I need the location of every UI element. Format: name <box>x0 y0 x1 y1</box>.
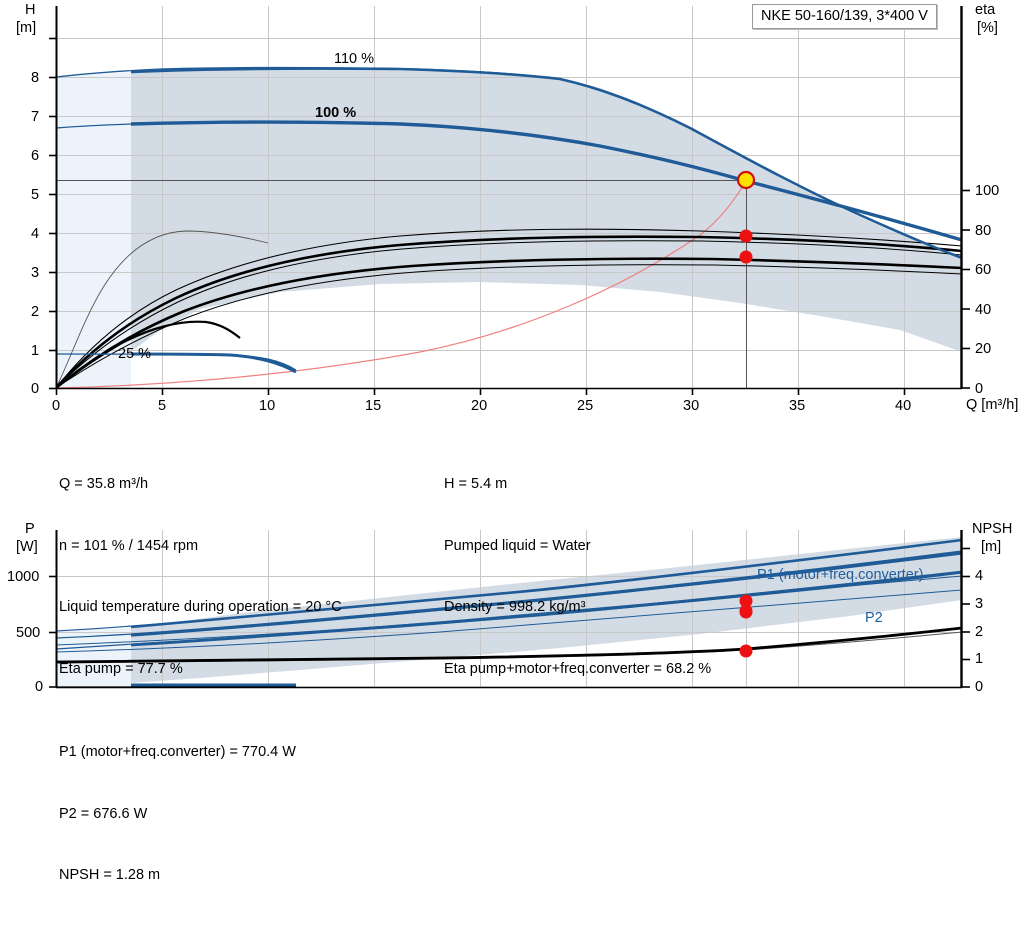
eta-curve-100 <box>56 235 962 388</box>
bottom-chart-y2-ticks <box>962 547 970 688</box>
bottom-chart-y2-axis-title-npsh: NPSH <box>972 521 1013 537</box>
bottom-chart-y-axis-title-unit: [W] <box>16 539 38 555</box>
p2-curve <box>130 570 962 647</box>
top-chart-y2-ticks <box>962 189 970 389</box>
p-family-line-2 <box>56 589 962 653</box>
top-y-tick-0: 0 <box>31 381 40 397</box>
top-chart-x-axis-title: Q [m³/h] <box>966 397 1019 413</box>
top-x-tick-30: 30 <box>683 398 700 414</box>
h-curve-110-bold <box>130 67 962 260</box>
system-curve <box>56 180 747 388</box>
bottom-chart-y-ticks <box>49 575 56 688</box>
eta-curve-100-thin <box>56 240 962 388</box>
eta-marker-lower <box>739 250 753 264</box>
chart-graphics <box>49 6 970 689</box>
info-right-line-2: Pumped liquid = Water <box>444 537 591 554</box>
top-chart-y-ticks <box>49 37 56 390</box>
top-y-tick-7: 7 <box>31 109 40 125</box>
curve-label-100-percent: 100 % <box>315 105 357 121</box>
top-y2-tick-40: 40 <box>975 302 992 318</box>
bottom-y2-tick-2: 2 <box>975 624 984 640</box>
top-chart-y-axis-title-h: H <box>25 2 36 18</box>
top-y-tick-8: 8 <box>31 70 40 86</box>
eta-total-curve-thin <box>56 264 962 388</box>
series-label-p1: P1 (motor+freq.converter) <box>757 567 924 583</box>
top-y2-tick-100: 100 <box>975 183 1000 199</box>
top-y2-tick-80: 80 <box>975 223 992 239</box>
h-curve-100 <box>130 120 962 242</box>
info-bottom-line-2: P2 = 676.6 W <box>59 805 148 822</box>
top-y-tick-4: 4 <box>31 226 40 242</box>
bottom-y-tick-0: 0 <box>35 679 44 695</box>
npsh-curve <box>56 626 962 664</box>
top-x-tick-35: 35 <box>789 398 806 414</box>
bottom-chart-y2-axis-title-unit: [m] <box>981 539 1002 555</box>
duty-point-guides <box>56 180 747 388</box>
info-right-line-3: Density = 998.2 kg/m³ <box>444 599 586 615</box>
top-chart-plot-area <box>49 6 970 395</box>
operating-info-right: H = 5.4 m Pumped liquid = Water Density … <box>444 433 711 720</box>
info-right-line-1: H = 5.4 m <box>444 476 508 492</box>
eta-marker-upper <box>739 229 753 243</box>
top-x-tick-15: 15 <box>365 398 382 414</box>
eta-curve-25-thin <box>56 230 269 388</box>
top-chart-y2-axis-title-eta: eta <box>975 2 996 18</box>
top-y-tick-2: 2 <box>31 304 40 320</box>
bottom-y-tick-1000: 1000 <box>7 569 40 585</box>
top-x-tick-40: 40 <box>895 398 912 414</box>
p2-marker <box>739 604 753 618</box>
bottom-y2-tick-4: 4 <box>975 568 984 584</box>
info-left-line-3: Liquid temperature during operation = 20… <box>59 599 342 615</box>
p1-curve-100 <box>130 550 962 637</box>
p1-marker <box>739 594 753 608</box>
info-left-line-2: n = 101 % / 1454 rpm <box>59 537 199 554</box>
p1-curve-110 <box>130 538 962 629</box>
bottom-chart-plot-area <box>49 530 970 689</box>
series-label-p2: P2 <box>865 610 883 626</box>
top-x-tick-10: 10 <box>259 398 276 414</box>
duty-point-marker <box>736 170 756 190</box>
top-chart-bands <box>56 68 962 388</box>
top-chart-y2-axis-title-unit: [%] <box>977 20 998 36</box>
h-curve-25 <box>130 352 297 374</box>
npsh-marker <box>739 644 753 658</box>
top-x-tick-0: 0 <box>52 398 61 414</box>
bottom-y-tick-500: 500 <box>16 625 41 641</box>
pump-model-titlebox: NKE 50-160/139, 3*400 V <box>752 4 937 29</box>
top-y2-tick-0: 0 <box>975 381 984 397</box>
top-y2-tick-20: 20 <box>975 341 992 357</box>
info-bottom-line-3: NPSH = 1.28 m <box>59 867 161 883</box>
pump-curve-figure: NKE 50-160/139, 3*400 V H [m] eta [%] Q … <box>7 2 1019 883</box>
bottom-y2-tick-0: 0 <box>975 679 984 695</box>
info-left-line-4: Eta pump = 77.7 % <box>59 660 183 677</box>
top-y-tick-6: 6 <box>31 148 40 164</box>
eta-curve-110-thin <box>56 228 962 388</box>
eta-total-curve-100 <box>56 257 962 388</box>
power-info-block: P1 (motor+freq.converter) = 770.4 W P2 =… <box>59 701 296 927</box>
bottom-y2-tick-3: 3 <box>975 596 984 612</box>
top-y-tick-3: 3 <box>31 265 40 281</box>
curve-label-25-percent: 25 % <box>118 346 152 362</box>
top-y-tick-5: 5 <box>31 187 40 203</box>
info-left-line-1: Q = 35.8 m³/h <box>59 476 149 492</box>
top-chart-y-axis-title-unit: [m] <box>16 20 37 36</box>
bottom-chart-y-axis-title-p: P <box>25 521 35 537</box>
top-x-tick-20: 20 <box>471 398 488 414</box>
top-x-tick-5: 5 <box>158 398 167 414</box>
top-x-tick-25: 25 <box>577 398 594 414</box>
curve-label-110-percent: 110 % <box>334 51 375 67</box>
top-chart-x-ticks <box>55 388 906 395</box>
bottom-y2-tick-1: 1 <box>975 651 984 667</box>
operating-info-left: Q = 35.8 m³/h n = 101 % / 1454 rpm Liqui… <box>59 433 342 720</box>
top-y-tick-1: 1 <box>31 343 40 359</box>
top-y2-tick-60: 60 <box>975 262 992 278</box>
info-bottom-line-1: P1 (motor+freq.converter) = 770.4 W <box>59 744 296 760</box>
top-chart-gridlines-horizontal <box>56 38 962 351</box>
top-chart-gridlines-vertical <box>56 6 905 388</box>
info-right-line-4: Eta pump+motor+freq.converter = 68.2 % <box>444 660 712 677</box>
